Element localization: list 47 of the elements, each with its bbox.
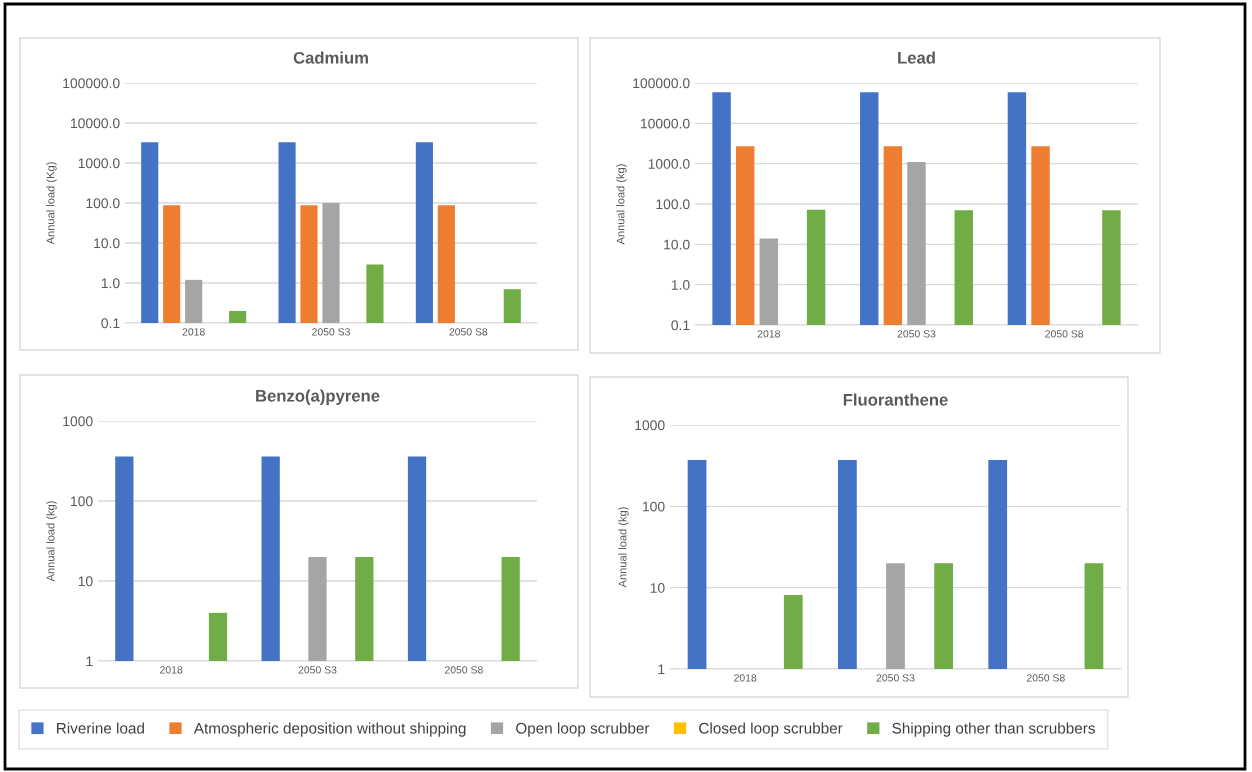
y-tick-label: 100	[71, 496, 93, 507]
y-tick-label: 10.0	[94, 238, 120, 249]
x-tick-label: 2050 S8	[1045, 330, 1084, 338]
y-tick-label: 10	[78, 576, 93, 587]
x-tick-label: 2050 S3	[897, 330, 936, 338]
x-tick-label: 2050 S8	[444, 666, 483, 674]
legend-label: Closed loop scrubber	[699, 722, 843, 737]
x-tick-label: 2018	[757, 330, 780, 338]
y-tick-label: 100.0	[86, 198, 120, 209]
x-tick-label: 2018	[182, 328, 205, 336]
legend-label: Open loop scrubber	[516, 722, 650, 737]
y-tick-label: 1.0	[101, 278, 120, 289]
y-tick-label: 10	[650, 583, 665, 593]
y-axis-title: Annual load (kg)	[618, 507, 629, 588]
y-tick-label: 10000.0	[71, 118, 120, 129]
x-tick-label: 2050 S3	[876, 674, 915, 682]
y-tick-label: 10000.0	[641, 118, 690, 129]
legend-label: Atmospheric deposition without shipping	[193, 722, 466, 737]
legend-label: Riverine load	[57, 722, 144, 734]
y-tick-label: 1000	[635, 420, 665, 431]
x-tick-label: 2050 S3	[298, 666, 337, 674]
y-tick-label: 1000.0	[78, 158, 120, 169]
x-tick-label: 2050 S3	[312, 328, 350, 336]
y-tick-label: 0.1	[101, 318, 120, 329]
chart-title: Benzo(a)pyrene	[256, 389, 380, 406]
y-tick-label: 1	[86, 656, 93, 667]
y-axis-title: Annual load (kg)	[616, 164, 627, 245]
y-tick-label: 100000.0	[633, 78, 690, 89]
y-tick-label: 10.0	[664, 239, 690, 250]
y-axis-title: Annual load (kg)	[46, 501, 57, 582]
x-tick-label: 2018	[734, 674, 757, 682]
y-tick-label: 100.0	[656, 199, 690, 210]
x-tick-label: 2050 S8	[1026, 674, 1065, 682]
y-tick-label: 1000.0	[648, 159, 690, 169]
y-tick-label: 1000	[63, 416, 93, 427]
y-tick-label: 0.1	[671, 320, 690, 331]
y-tick-label: 1	[658, 664, 665, 675]
legend-label: Shipping other than scrubbers	[892, 722, 1095, 737]
x-tick-label: 2050 S8	[449, 328, 488, 336]
y-axis-title: Annual load (Kg)	[46, 162, 57, 245]
chart-title: Fluoranthene	[843, 393, 948, 406]
y-tick-label: 100000.0	[63, 78, 120, 89]
y-tick-label: 100	[643, 501, 665, 512]
chart-title: Cadmium	[293, 51, 368, 64]
y-tick-label: 1.0	[671, 280, 690, 290]
x-tick-label: 2018	[160, 666, 183, 674]
chart-title: Lead	[898, 51, 935, 64]
